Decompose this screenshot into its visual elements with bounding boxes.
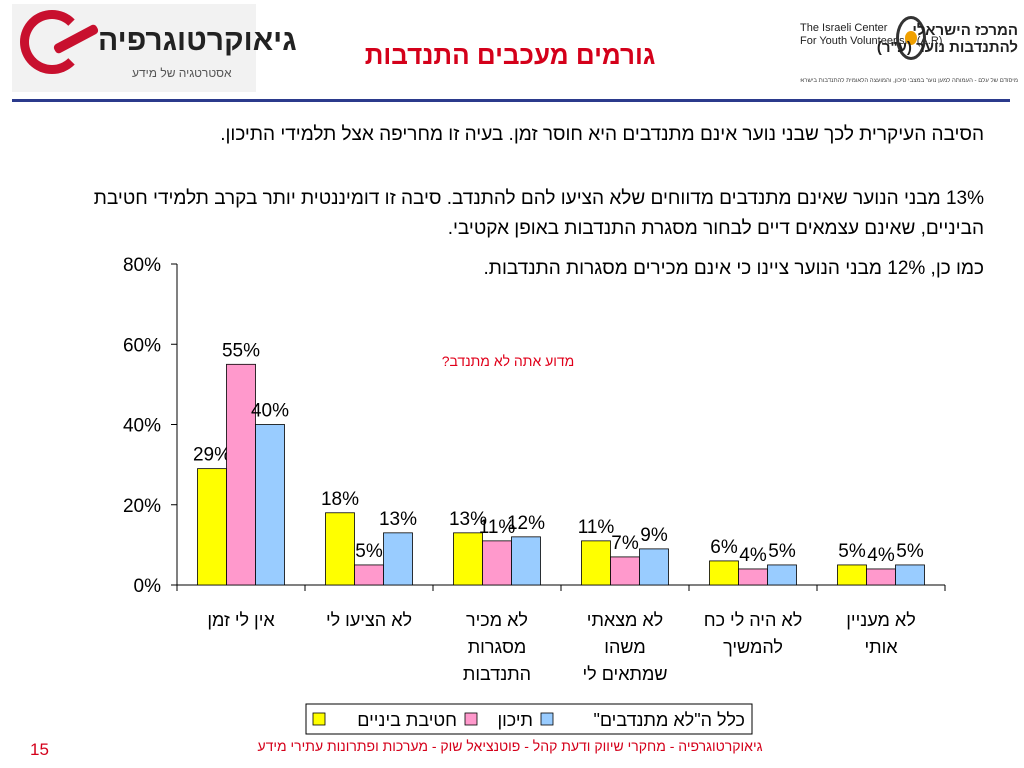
chart-title: מדוע אתה לא מתנדב? bbox=[442, 353, 575, 369]
x-tick-label: לא מעניין bbox=[846, 610, 916, 630]
x-tick-label: אין לי זמן bbox=[207, 610, 275, 630]
y-tick-label: 40% bbox=[123, 416, 161, 437]
x-tick-label: שמתאים לי bbox=[583, 664, 668, 684]
logo-right-hebrew: המרכז הישראלי להתנדבות נוער (ע"ר) bbox=[876, 22, 1018, 56]
logo-ring-icon bbox=[20, 10, 84, 74]
bar bbox=[581, 540, 611, 586]
x-tick-label: לא הציעו לי bbox=[326, 610, 412, 630]
paragraph-time: הסיבה העיקרית לכך שבני נוער אינם מתנדבים… bbox=[220, 124, 984, 145]
bar bbox=[383, 532, 413, 586]
header-divider bbox=[12, 99, 1010, 102]
footer-text: גיאוקרטוגרפיה - מחקרי שיווק ודעת קהל - פ… bbox=[257, 738, 763, 754]
x-tick-label: לא מכיר bbox=[466, 610, 528, 630]
slide-title: גורמים מעכבים התנדבות bbox=[364, 40, 656, 70]
legend-label: כלל ה"לא מתנדבים" bbox=[593, 710, 745, 730]
x-tick-label: מסגרות bbox=[468, 637, 527, 657]
bar bbox=[197, 468, 227, 586]
geocartography-logo: גיאוקרטוגרפיה אסטרטגיה של מידע bbox=[12, 4, 297, 92]
logo-left-tagline: אסטרטגיה של מידע bbox=[132, 66, 232, 80]
bar bbox=[482, 540, 512, 586]
youth-volunteerism-logo: The Israeli Center For Youth Volunteeris… bbox=[800, 8, 1018, 88]
bar bbox=[610, 556, 640, 586]
bar bbox=[895, 564, 925, 586]
data-label: 5% bbox=[768, 541, 796, 562]
x-tick-label: התנדבות bbox=[463, 664, 531, 684]
bar bbox=[639, 548, 669, 586]
bar bbox=[255, 424, 285, 586]
data-label: 12% bbox=[507, 513, 545, 534]
data-label: 11% bbox=[578, 517, 615, 538]
bar bbox=[709, 560, 739, 586]
paragraph-unfamiliar: כמו כן, 12% מבני הנוער ציינו כי אינם מכי… bbox=[483, 258, 984, 279]
y-tick-label: 0% bbox=[134, 576, 162, 597]
data-label: 6% bbox=[710, 537, 738, 558]
x-tick-label: לא היה לי כח bbox=[704, 610, 802, 630]
data-label: 18% bbox=[321, 489, 359, 510]
page-number: 15 bbox=[30, 740, 49, 759]
x-tick-label: אותי bbox=[864, 637, 898, 657]
x-tick-label: להמשיך bbox=[723, 637, 783, 657]
data-label: 9% bbox=[640, 525, 668, 546]
bar bbox=[325, 512, 355, 586]
data-label: 5% bbox=[355, 541, 383, 562]
data-label: 11% bbox=[479, 517, 516, 538]
bar bbox=[226, 363, 256, 586]
legend-swatch bbox=[312, 712, 326, 726]
paragraph-not-offered: 13% מבני הנוער שאינם מתנדבים מדווחים שלא… bbox=[93, 188, 984, 239]
legend-box bbox=[305, 703, 753, 735]
x-tick-label: משהו bbox=[604, 637, 645, 657]
bar bbox=[354, 564, 384, 586]
bar bbox=[767, 564, 797, 586]
data-label: 5% bbox=[896, 541, 924, 562]
y-tick-label: 20% bbox=[123, 496, 161, 517]
logo-right-subtitle: מיסודם של עלם - העמותה למען נוער במצבי ס… bbox=[800, 78, 1018, 84]
logo-left-name: גיאוקרטוגרפיה bbox=[98, 24, 297, 57]
legend-label: תיכון bbox=[497, 710, 533, 730]
y-tick-label: 60% bbox=[123, 335, 161, 356]
data-label: 13% bbox=[379, 509, 417, 530]
legend-swatch bbox=[464, 712, 478, 726]
data-label: 29% bbox=[193, 445, 231, 466]
data-label: 7% bbox=[611, 533, 639, 554]
bar bbox=[866, 568, 896, 586]
bar bbox=[738, 568, 768, 586]
data-label: 55% bbox=[222, 340, 260, 361]
x-tick-label: לא מצאתי bbox=[587, 610, 663, 630]
legend-swatch bbox=[540, 712, 554, 726]
data-label: 5% bbox=[838, 541, 866, 562]
y-tick-label: 80% bbox=[123, 255, 161, 276]
logo-figure-icon bbox=[896, 16, 926, 60]
data-label: 4% bbox=[739, 545, 767, 566]
bar bbox=[453, 532, 483, 586]
legend-label: חטיבת ביניים bbox=[357, 710, 457, 730]
data-label: 13% bbox=[449, 509, 487, 530]
data-label: 4% bbox=[867, 545, 895, 566]
bar bbox=[511, 536, 541, 586]
data-label: 40% bbox=[251, 401, 289, 422]
bar bbox=[837, 564, 867, 586]
